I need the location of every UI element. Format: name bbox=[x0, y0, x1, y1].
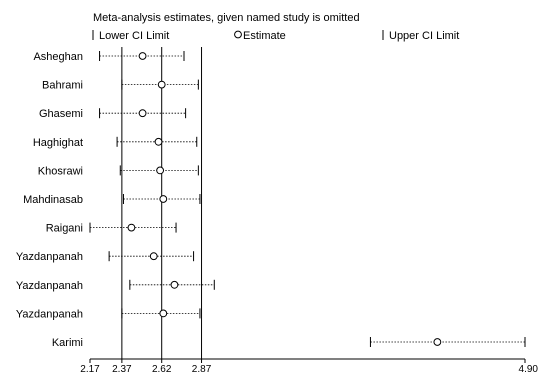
x-tick-label: 2.37 bbox=[112, 364, 132, 373]
study-row: Asheghan bbox=[33, 51, 185, 63]
study-row: Khosrawi bbox=[38, 165, 199, 177]
study-label: Raigani bbox=[46, 223, 83, 235]
study-label: Yazdanpanah bbox=[16, 280, 83, 292]
study-label: Ghasemi bbox=[39, 108, 83, 120]
legend-estimate-label: Estimate bbox=[243, 30, 286, 42]
estimate-marker bbox=[149, 252, 158, 261]
study-row: Yazdanpanah bbox=[16, 308, 201, 320]
chart-title: Meta-analysis estimates, given named stu… bbox=[93, 12, 360, 24]
estimate-marker bbox=[433, 338, 442, 346]
estimate-marker bbox=[138, 109, 147, 118]
x-tick-label: 4.90 bbox=[519, 364, 539, 373]
estimate-marker bbox=[154, 137, 163, 146]
estimate-marker bbox=[170, 280, 179, 289]
study-label: Yazdanpanah bbox=[16, 251, 83, 263]
estimate-marker bbox=[156, 166, 165, 175]
study-label: Mahdinasab bbox=[23, 194, 83, 206]
x-tick-label: 2.87 bbox=[192, 364, 212, 373]
estimate-marker bbox=[138, 52, 147, 60]
x-tick-label: 2.62 bbox=[152, 364, 172, 373]
estimate-marker bbox=[159, 309, 168, 318]
study-row: Yazdanpanah bbox=[16, 279, 215, 292]
study-row: Haghighat bbox=[33, 136, 198, 149]
estimate-marker bbox=[127, 223, 136, 232]
study-row: Ghasemi bbox=[39, 108, 187, 120]
legend: Lower CI Limit Estimate Upper CI Limit bbox=[92, 30, 459, 42]
study-row: Mahdinasab bbox=[23, 194, 201, 206]
estimate-marker bbox=[159, 195, 168, 203]
study-row: Bahrami bbox=[42, 79, 199, 92]
study-label: Bahrami bbox=[42, 80, 83, 92]
study-row: Yazdanpanah bbox=[16, 251, 195, 263]
legend-upper-label: Upper CI Limit bbox=[389, 30, 459, 42]
x-axis: 2.17 2.37 2.62 2.87 4.90 bbox=[80, 358, 538, 373]
reference-lines bbox=[121, 47, 203, 359]
study-row: Raigani bbox=[46, 222, 177, 235]
x-axis-ticks: 2.17 2.37 2.62 2.87 4.90 bbox=[80, 359, 538, 373]
estimate-marker bbox=[157, 80, 166, 89]
study-label: Asheghan bbox=[33, 51, 83, 63]
study-label: Karimi bbox=[52, 337, 83, 349]
legend-estimate-marker bbox=[234, 30, 242, 39]
study-rows: Asheghan Bahrami Ghasemi Haghighat Khosrawi M… bbox=[16, 51, 526, 349]
study-label: Haghighat bbox=[33, 137, 83, 149]
x-tick-label: 2.17 bbox=[80, 364, 100, 373]
study-label: Khosrawi bbox=[38, 165, 83, 177]
legend-lower-label: Lower CI Limit bbox=[99, 30, 169, 42]
study-row: Karimi bbox=[52, 337, 526, 349]
study-label: Yazdanpanah bbox=[16, 308, 83, 320]
